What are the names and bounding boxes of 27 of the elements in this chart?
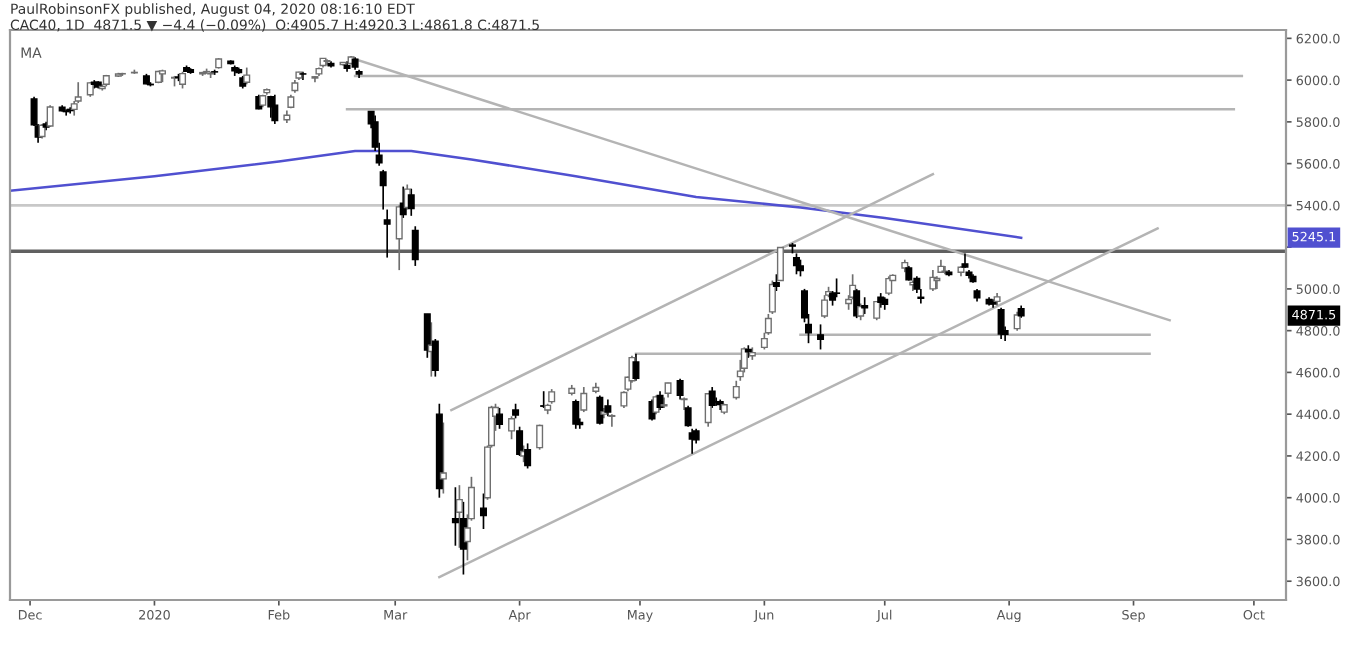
candlestick	[1013, 311, 1021, 332]
candlestick	[732, 379, 740, 401]
candlestick	[817, 323, 825, 351]
candlestick	[861, 296, 869, 315]
candlestick	[407, 187, 415, 217]
candlestick	[383, 208, 391, 259]
candlestick	[572, 398, 580, 430]
candlestick	[676, 377, 684, 401]
candlestick	[451, 486, 459, 547]
candlestick	[479, 492, 487, 530]
candlestick	[580, 386, 588, 413]
candlestick	[873, 300, 881, 322]
candlestick	[496, 407, 504, 430]
candlestick	[608, 413, 616, 428]
candlestick	[508, 415, 516, 441]
candlestick	[821, 294, 829, 319]
candlestick	[680, 396, 688, 411]
line-series	[10, 149, 1023, 239]
candlestick	[776, 246, 784, 282]
candlestick	[439, 421, 447, 495]
candlestick	[833, 277, 841, 299]
candlestick	[632, 352, 640, 382]
candlestick	[768, 279, 776, 315]
candlestick	[929, 269, 937, 292]
candlestick	[536, 423, 544, 451]
candlestick	[379, 169, 387, 211]
candlestick	[411, 225, 419, 267]
